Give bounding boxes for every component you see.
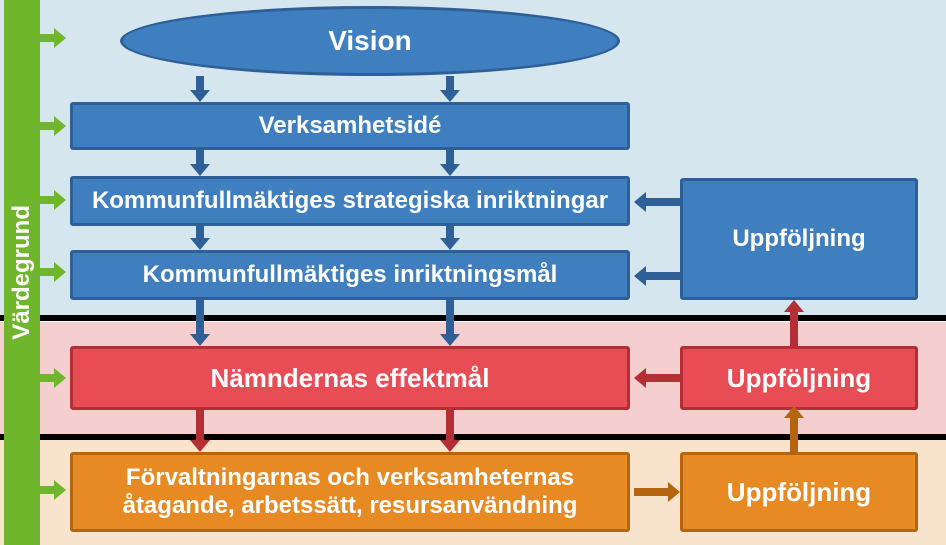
- box-vision: Vision: [120, 6, 620, 76]
- box-forvaltningarnas: Förvaltningarnas och verksamheternas åta…: [70, 452, 630, 532]
- sidebar-arrow: [40, 190, 66, 210]
- divider: [0, 434, 946, 440]
- arrow-effektmal-down: [440, 410, 460, 452]
- box-label-effektmal: Nämndernas effektmål: [211, 363, 490, 394]
- box-label-uppfoljning_orange: Uppföljning: [727, 477, 871, 508]
- box-label-uppfoljning_red: Uppföljning: [727, 363, 871, 394]
- arrow-forvaltningarnas-right: [634, 482, 680, 502]
- arrow-effektmal-down: [190, 410, 210, 452]
- arrow-vision-down: [190, 76, 210, 102]
- arrow-strategiska-down: [440, 226, 460, 250]
- arrow-uppfoljning_blue-left: [634, 266, 680, 286]
- arrow-vision-down: [440, 76, 460, 102]
- sidebar-arrow: [40, 116, 66, 136]
- box-strategiska: Kommunfullmäktiges strategiska inriktnin…: [70, 176, 630, 226]
- arrow-verksamhetside-down: [440, 150, 460, 176]
- arrow-inriktningsmal-down: [190, 300, 210, 346]
- sidebar-arrow: [40, 28, 66, 48]
- sidebar-arrow: [40, 480, 66, 500]
- arrow-uppfoljning_blue-left: [634, 192, 680, 212]
- box-label-verksamhetside: Verksamhetsidé: [259, 112, 442, 140]
- box-uppfoljning_red: Uppföljning: [680, 346, 918, 410]
- arrow-inriktningsmal-down: [440, 300, 460, 346]
- box-label-uppfoljning_blue: Uppföljning: [732, 225, 865, 253]
- sidebar-vardegrund: Värdegrund: [4, 0, 40, 545]
- arrow-uppfoljning_red-left: [634, 368, 680, 388]
- arrow-verksamhetside-down: [190, 150, 210, 176]
- arrow-uppfoljning_red-up: [784, 300, 804, 346]
- arrow-strategiska-down: [190, 226, 210, 250]
- box-label-strategiska: Kommunfullmäktiges strategiska inriktnin…: [92, 187, 608, 215]
- divider: [0, 315, 946, 321]
- sidebar-label: Värdegrund: [8, 205, 36, 340]
- box-uppfoljning_blue: Uppföljning: [680, 178, 918, 300]
- box-label-inriktningsmal: Kommunfullmäktiges inriktningsmål: [143, 261, 558, 289]
- box-label-forvaltningarnas: Förvaltningarnas och verksamheternas åta…: [83, 464, 617, 520]
- box-uppfoljning_orange: Uppföljning: [680, 452, 918, 532]
- box-verksamhetside: Verksamhetsidé: [70, 102, 630, 150]
- sidebar-arrow: [40, 262, 66, 282]
- box-inriktningsmal: Kommunfullmäktiges inriktningsmål: [70, 250, 630, 300]
- sidebar-arrow: [40, 368, 66, 388]
- arrow-uppfoljning_orange-up: [784, 406, 804, 452]
- box-effektmal: Nämndernas effektmål: [70, 346, 630, 410]
- box-label-vision: Vision: [328, 25, 412, 57]
